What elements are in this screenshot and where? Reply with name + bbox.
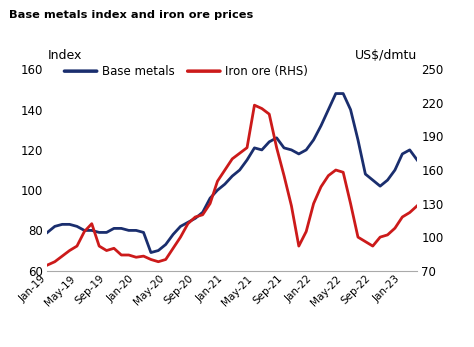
Base metals <box>333 92 338 96</box>
Base metals <box>296 152 301 156</box>
Base metals <box>45 230 50 235</box>
Iron ore (RHS) <box>163 257 169 262</box>
Iron ore (RHS) <box>296 244 301 248</box>
Base metals <box>407 148 412 152</box>
Iron ore (RHS) <box>252 103 257 107</box>
Base metals <box>148 251 154 255</box>
Text: Iron ore (RHS): Iron ore (RHS) <box>225 65 308 78</box>
Text: US$/dmtu: US$/dmtu <box>355 49 417 62</box>
Line: Base metals: Base metals <box>47 94 417 253</box>
Line: Iron ore (RHS): Iron ore (RHS) <box>47 105 417 265</box>
Text: Index: Index <box>47 49 82 62</box>
Base metals <box>170 232 176 237</box>
Iron ore (RHS) <box>45 263 50 267</box>
Base metals <box>414 158 420 162</box>
Base metals <box>126 228 132 232</box>
Text: Base metals: Base metals <box>102 65 174 78</box>
Iron ore (RHS) <box>414 204 420 208</box>
Iron ore (RHS) <box>155 260 161 264</box>
Iron ore (RHS) <box>126 253 132 257</box>
Text: Base metals index and iron ore prices: Base metals index and iron ore prices <box>9 10 254 20</box>
Base metals <box>163 243 169 247</box>
Base metals <box>318 124 324 128</box>
Iron ore (RHS) <box>407 210 412 214</box>
Iron ore (RHS) <box>318 185 324 189</box>
